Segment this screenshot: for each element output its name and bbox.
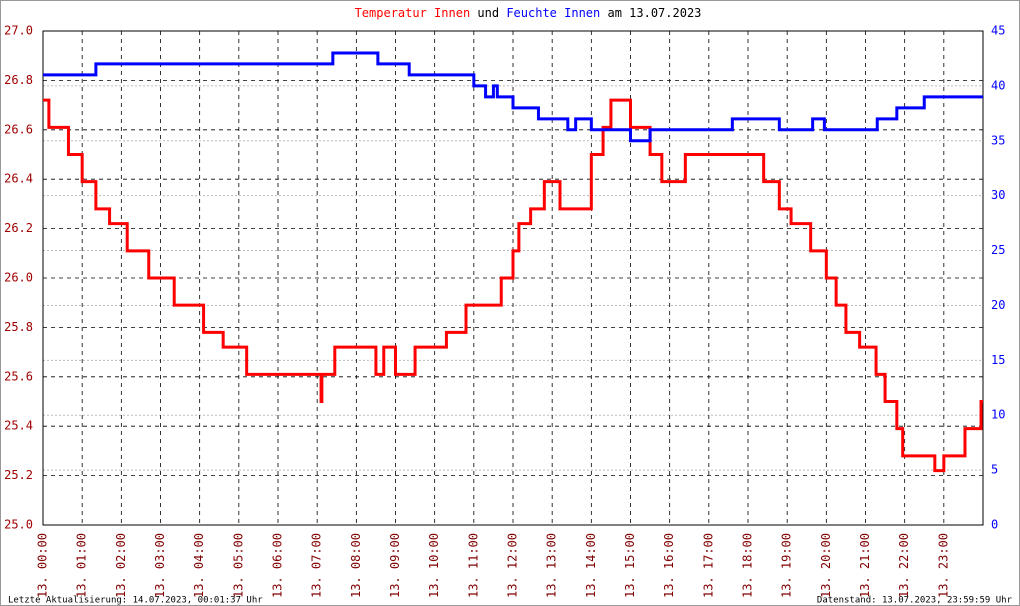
y2-tick-label: 40	[991, 78, 1005, 92]
y2-tick-label: 5	[991, 463, 998, 477]
y2-tick-label: 30	[991, 188, 1005, 202]
y-tick-label: 26.0	[4, 271, 33, 285]
y-tick-label: 25.8	[4, 320, 33, 334]
chart-title: Temperatur Innen und Feuchte Innen am 13…	[355, 6, 702, 20]
x-tick-label: 13. 11:00	[466, 533, 480, 598]
title-part: Feuchte Innen	[506, 6, 600, 20]
title-part: und	[477, 6, 499, 20]
y2-tick-label: 0	[991, 518, 998, 532]
y2-tick-label: 45	[991, 24, 1005, 38]
x-tick-label: 13. 04:00	[192, 533, 206, 598]
y-tick-label: 26.2	[4, 221, 33, 235]
plot-frame	[42, 30, 984, 526]
x-tick-label: 13. 22:00	[897, 533, 911, 598]
x-tick-label: 13. 03:00	[153, 533, 167, 598]
x-tick-label: 13. 05:00	[231, 533, 245, 598]
y-tick-label: 25.2	[4, 468, 33, 482]
x-tick-label: 13. 20:00	[819, 533, 833, 598]
x-tick-label: 13. 01:00	[75, 533, 89, 598]
x-tick-label: 13. 21:00	[858, 533, 872, 598]
x-tick-label: 13. 23:00	[936, 533, 950, 598]
x-tick-label: 13. 14:00	[584, 533, 598, 598]
data-line	[43, 51, 983, 143]
x-tick-label: 13. 13:00	[545, 533, 559, 598]
x-tick-label: 13. 12:00	[506, 533, 520, 598]
y2-tick-label: 10	[991, 408, 1005, 422]
footer-left: Letzte Aktualisierung: 14.07.2023, 00:01…	[8, 596, 263, 606]
y2-tick-label: 20	[991, 298, 1005, 312]
y2-tick-label: 15	[991, 353, 1005, 367]
x-tick-label: 13. 08:00	[349, 533, 363, 598]
x-tick-label: 13. 17:00	[701, 533, 715, 598]
y-tick-label: 25.6	[4, 369, 33, 383]
title-part: Temperatur Innen	[355, 6, 471, 20]
y-tick-label: 27.0	[4, 24, 33, 38]
y2-tick-label: 35	[991, 133, 1005, 147]
y-tick-label: 26.6	[4, 122, 33, 136]
footer-right: Datenstand: 13.07.2023, 23:59:59 Uhr	[817, 596, 1013, 606]
y-tick-label: 26.8	[4, 73, 33, 87]
x-tick-label: 13. 15:00	[623, 533, 637, 598]
x-tick-label: 13. 09:00	[388, 533, 402, 598]
title-part: am 13.07.2023	[607, 6, 701, 20]
y2-tick-label: 25	[991, 243, 1005, 257]
y-tick-label: 25.0	[4, 518, 33, 532]
y-tick-label: 26.4	[4, 172, 33, 186]
y-tick-label: 25.4	[4, 419, 33, 433]
x-tick-label: 13. 00:00	[36, 533, 50, 598]
x-tick-label: 13. 07:00	[310, 533, 324, 598]
x-tick-label: 13. 10:00	[427, 533, 441, 598]
x-tick-label: 13. 16:00	[662, 533, 676, 598]
x-tick-label: 13. 02:00	[114, 533, 128, 598]
x-tick-label: 13. 06:00	[271, 533, 285, 598]
x-tick-label: 13. 18:00	[741, 533, 755, 598]
data-line	[43, 98, 983, 473]
x-tick-label: 13. 19:00	[780, 533, 794, 598]
